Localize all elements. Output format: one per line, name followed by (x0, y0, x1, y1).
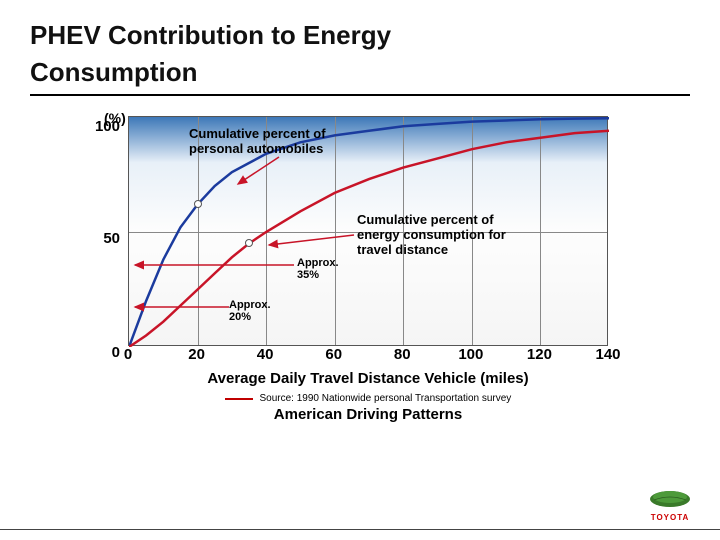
series-energy-label: Cumulative percent of energy consumption… (357, 213, 506, 258)
callout-20: Approx. 20% (229, 299, 271, 323)
title-block: PHEV Contribution to Energy Consumption (30, 20, 690, 96)
chart-subtitle: American Driving Patterns (128, 406, 608, 423)
callout-20-text: Approx. 20% (229, 299, 271, 323)
x-tick-40: 40 (257, 346, 274, 363)
series-energy-label-l1: Cumulative percent of energy consumption… (357, 212, 506, 257)
slide: PHEV Contribution to Energy Consumption … (0, 0, 720, 540)
gridline-v (540, 117, 541, 345)
x-tick-20: 20 (188, 346, 205, 363)
x-tick-120: 120 (527, 346, 552, 363)
series-autos-label: Cumulative percent of personal automobil… (189, 127, 326, 157)
y-tick-50: 50 (80, 230, 120, 247)
toyota-logo: TOYOTA (648, 488, 692, 522)
marker-autos (194, 200, 202, 208)
callout-35: Approx. 35% (297, 257, 339, 281)
series-autos-label-l1: Cumulative percent of personal automobil… (189, 126, 326, 156)
plot-area: Cumulative percent of personal automobil… (128, 116, 608, 346)
chart: (%) 100 50 0 Cumulative percent of perso… (60, 116, 660, 423)
logo-text: TOYOTA (648, 513, 692, 522)
x-tick-100: 100 (458, 346, 483, 363)
source-row: Source: 1990 Nationwide personal Transpo… (128, 393, 608, 404)
page-title-line1: PHEV Contribution to Energy (30, 20, 690, 51)
y-tick-100: 100 (80, 118, 120, 135)
callout-35-text: Approx. 35% (297, 257, 339, 281)
x-tick-0: 0 (124, 346, 132, 363)
page-title-line2: Consumption (30, 57, 690, 88)
leaf-icon (648, 488, 692, 508)
y-tick-0: 0 (80, 344, 120, 361)
gridline-v (335, 117, 336, 345)
x-tick-60: 60 (325, 346, 342, 363)
marker-energy (245, 239, 253, 247)
x-axis-label: Average Daily Travel Distance Vehicle (m… (128, 370, 608, 387)
source-line-icon (225, 395, 253, 403)
x-tick-80: 80 (394, 346, 411, 363)
x-tick-140: 140 (595, 346, 620, 363)
source-text: Source: 1990 Nationwide personal Transpo… (259, 393, 511, 404)
x-axis: 0 20 40 60 80 100 120 140 (128, 346, 608, 366)
footer-rule (0, 529, 720, 530)
